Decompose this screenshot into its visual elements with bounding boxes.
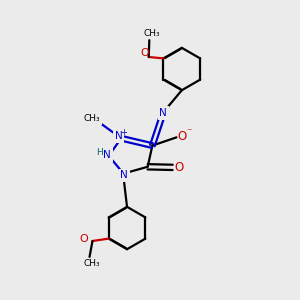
Text: CH₃: CH₃: [83, 259, 100, 268]
Text: N: N: [120, 170, 128, 180]
Text: O: O: [141, 48, 150, 58]
Text: O: O: [175, 161, 184, 174]
Text: ⁻: ⁻: [187, 127, 192, 137]
Text: +: +: [120, 128, 127, 137]
Text: O: O: [177, 130, 186, 143]
Text: H: H: [96, 148, 103, 157]
Text: N: N: [115, 131, 123, 141]
Text: N: N: [103, 150, 111, 160]
Text: CH₃: CH₃: [144, 29, 160, 38]
Text: N: N: [159, 108, 167, 118]
Text: CH₃: CH₃: [83, 114, 100, 123]
Text: O: O: [79, 234, 88, 244]
